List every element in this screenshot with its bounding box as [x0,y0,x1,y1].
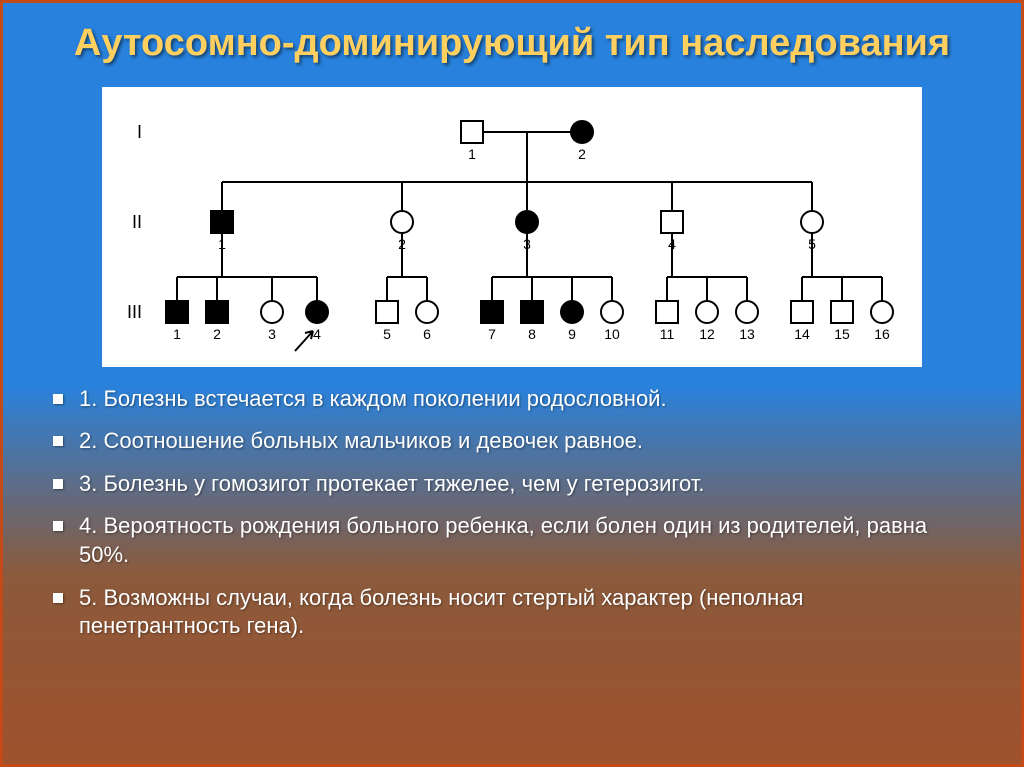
bullet-icon [53,436,63,446]
bullet-icon [53,521,63,531]
svg-text:4: 4 [313,326,321,342]
svg-text:1: 1 [468,146,476,162]
svg-text:16: 16 [874,326,890,342]
svg-text:8: 8 [528,326,536,342]
svg-text:10: 10 [604,326,620,342]
svg-text:6: 6 [423,326,431,342]
svg-text:15: 15 [834,326,850,342]
svg-text:III: III [127,302,142,322]
svg-text:1: 1 [173,326,181,342]
criteria-text: 3. Болезнь у гомозигот протекает тяжелее… [79,470,971,499]
criteria-item: 1. Болезнь встечается в каждом поколении… [53,385,971,414]
svg-text:II: II [132,212,142,232]
criteria-text: 5. Возможны случаи, когда болезнь носит … [79,584,971,641]
svg-text:14: 14 [794,326,810,342]
pedigree-chart: I12II12345III12345678910111213141516 [102,87,922,367]
bullet-icon [53,394,63,404]
criteria-text: 2. Соотношение больных мальчиков и девоч… [79,427,971,456]
criteria-item: 4. Вероятность рождения больного ребенка… [53,512,971,569]
bullet-icon [53,479,63,489]
criteria-item: 5. Возможны случаи, когда болезнь носит … [53,584,971,641]
svg-text:13: 13 [739,326,755,342]
svg-text:2: 2 [578,146,586,162]
svg-text:9: 9 [568,326,576,342]
bullet-icon [53,593,63,603]
criteria-list: 1. Болезнь встечается в каждом поколении… [3,385,1021,641]
svg-text:2: 2 [213,326,221,342]
criteria-item: 2. Соотношение больных мальчиков и девоч… [53,427,971,456]
criteria-text: 4. Вероятность рождения больного ребенка… [79,512,971,569]
svg-text:3: 3 [268,326,276,342]
svg-text:7: 7 [488,326,496,342]
criteria-item: 3. Болезнь у гомозигот протекает тяжелее… [53,470,971,499]
criteria-text: 1. Болезнь встечается в каждом поколении… [79,385,971,414]
svg-text:I: I [137,122,142,142]
svg-text:11: 11 [660,326,675,342]
svg-text:12: 12 [699,326,715,342]
svg-text:5: 5 [383,326,391,342]
slide-title: Аутосомно-доминирующий тип наследования [3,3,1021,79]
